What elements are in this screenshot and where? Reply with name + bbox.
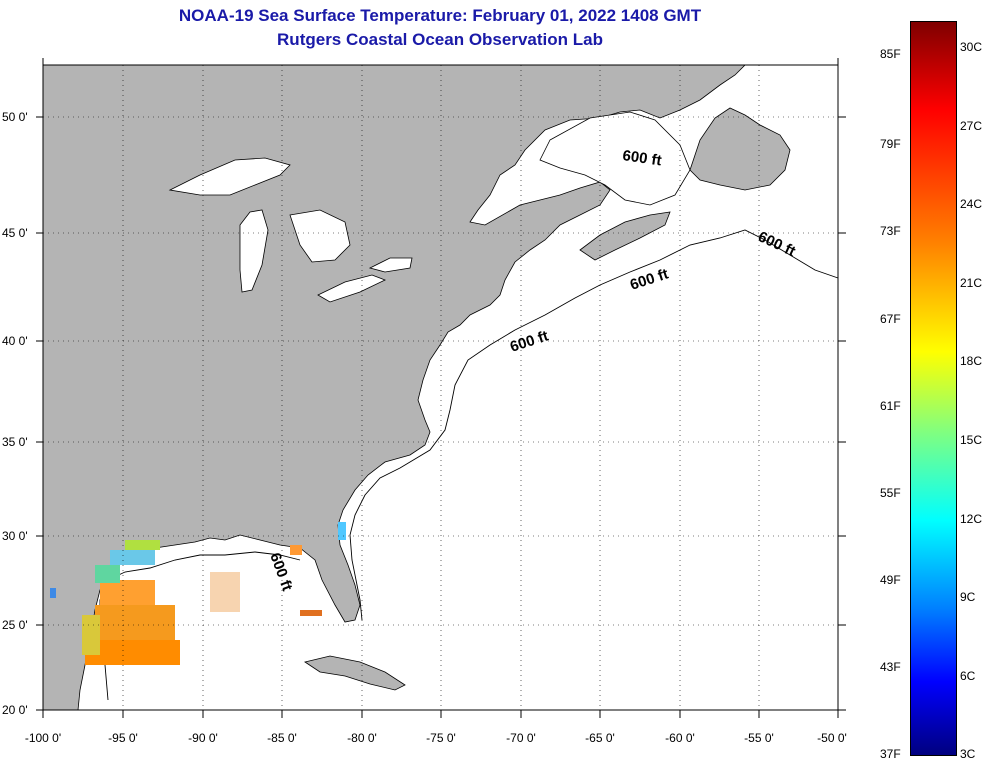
lon-label-85: -85 0' bbox=[267, 731, 297, 745]
contour-600ft-line bbox=[349, 229, 839, 621]
colorbar-label-37f: 37F bbox=[880, 747, 901, 761]
colorbar-label-55f: 55F bbox=[880, 486, 901, 500]
colorbar-label-6c: 6C bbox=[960, 669, 976, 683]
lon-label-70: -70 0' bbox=[506, 731, 536, 745]
land-nova-scotia bbox=[579, 211, 671, 261]
lon-label-50: -50 0' bbox=[817, 731, 847, 745]
lon-label-55: -55 0' bbox=[744, 731, 774, 745]
land-north-america bbox=[42, 64, 746, 711]
tick-marks bbox=[36, 58, 846, 718]
colorbar-label-18c: 18C bbox=[960, 354, 983, 368]
colorbar-label-49f: 49F bbox=[880, 573, 901, 587]
sst-patches bbox=[50, 522, 346, 665]
lake-michigan bbox=[239, 209, 269, 293]
colorbar-label-30c: 30C bbox=[960, 40, 983, 54]
contour-label-gulf-st-lawrence: 600 ft bbox=[621, 147, 662, 169]
lake-superior bbox=[168, 157, 291, 196]
island-newfoundland bbox=[689, 107, 791, 191]
lat-label-40: 40 0' bbox=[2, 334, 28, 348]
lake-huron bbox=[289, 209, 351, 263]
lat-label-45: 45 0' bbox=[2, 226, 28, 240]
colorbar-label-15c: 15C bbox=[960, 433, 983, 447]
lake-ontario bbox=[368, 257, 413, 273]
map-subtitle: Rutgers Coastal Ocean Observation Lab bbox=[277, 30, 603, 49]
colorbar-label-3c: 3C bbox=[960, 747, 976, 761]
lat-label-20: 20 0' bbox=[2, 703, 28, 717]
lat-label-25: 25 0' bbox=[2, 618, 28, 632]
colorbar-label-9c: 9C bbox=[960, 590, 976, 604]
colorbar-label-85f: 85F bbox=[880, 47, 901, 61]
lat-label-50: 50 0' bbox=[2, 110, 28, 124]
colorbar-label-73f: 73F bbox=[880, 224, 901, 238]
colorbar-label-12c: 12C bbox=[960, 512, 983, 526]
lon-label-95: -95 0' bbox=[108, 731, 138, 745]
gulf-of-st-lawrence bbox=[539, 111, 691, 206]
lon-label-65: -65 0' bbox=[585, 731, 615, 745]
lake-erie bbox=[317, 274, 387, 303]
colorbar-label-27c: 27C bbox=[960, 119, 983, 133]
lat-label-35: 35 0' bbox=[2, 435, 28, 449]
lat-label-30: 30 0' bbox=[2, 529, 28, 543]
lon-label-75: -75 0' bbox=[426, 731, 456, 745]
temperature-colorbar bbox=[910, 21, 957, 756]
colorbar-label-79f: 79F bbox=[880, 137, 901, 151]
lon-label-100: -100 0' bbox=[25, 731, 61, 745]
lon-label-80: -80 0' bbox=[347, 731, 377, 745]
lon-label-60: -60 0' bbox=[665, 731, 695, 745]
colorbar-label-21c: 21C bbox=[960, 276, 983, 290]
colorbar-label-43f: 43F bbox=[880, 660, 901, 674]
colorbar-label-61f: 61F bbox=[880, 399, 901, 413]
island-cuba bbox=[304, 655, 406, 691]
map-title: NOAA-19 Sea Surface Temperature: Februar… bbox=[178, 6, 702, 25]
colorbar-label-24c: 24C bbox=[960, 197, 983, 211]
lon-label-90: -90 0' bbox=[188, 731, 218, 745]
colorbar-label-67f: 67F bbox=[880, 312, 901, 326]
